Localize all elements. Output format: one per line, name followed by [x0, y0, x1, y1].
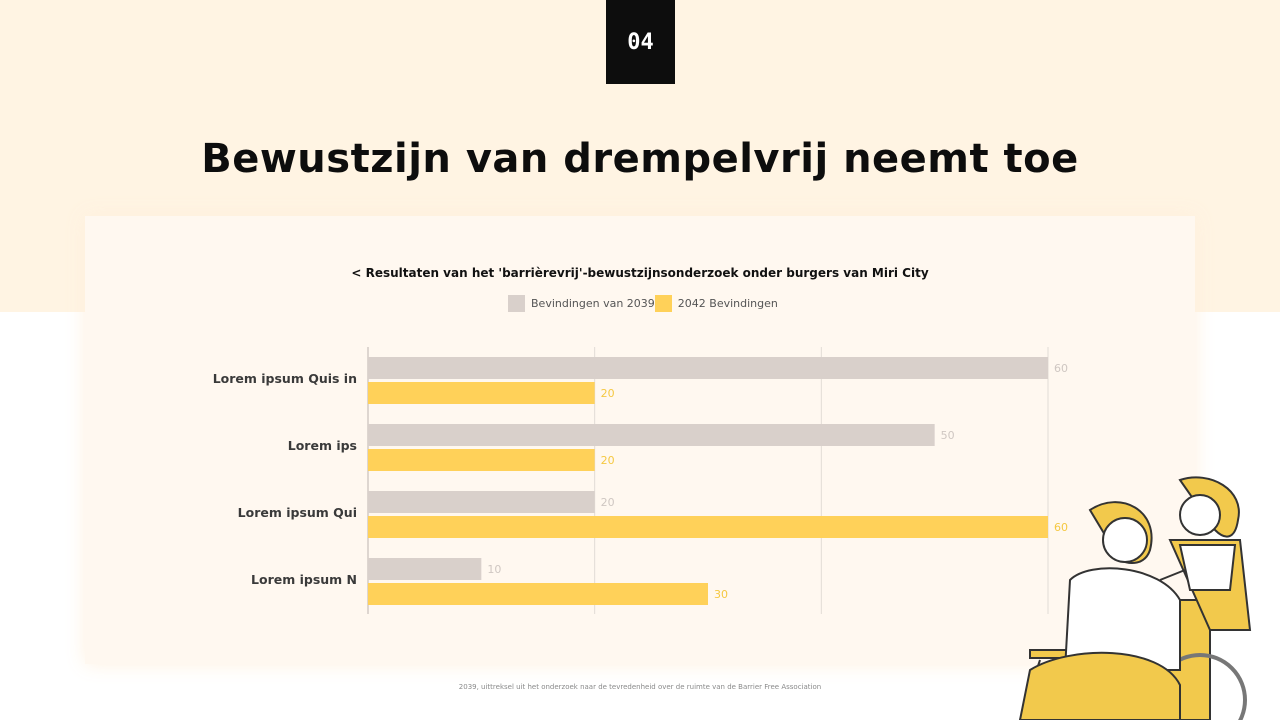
data-label: 10 — [487, 563, 501, 576]
category-label: Lorem ipsum Quis in — [213, 371, 357, 386]
data-label: 50 — [941, 429, 955, 442]
data-label: 60 — [1054, 362, 1068, 375]
data-label: 20 — [601, 496, 615, 509]
slide-title: Bewustzijn van drempelvrij neemt toe — [201, 136, 1079, 182]
data-label: 20 — [601, 387, 615, 400]
legend-label-2039: Bevindingen van 2039 — [531, 296, 655, 310]
bar — [368, 424, 935, 446]
bar — [368, 449, 595, 471]
bar — [368, 558, 482, 580]
category-label: Lorem ipsum Qui — [238, 505, 357, 520]
data-label: 30 — [714, 588, 728, 601]
chart-title: < Resultaten van het 'barrièrevrij'-bewu… — [351, 266, 929, 280]
page-number: 04 — [627, 29, 654, 55]
caregiver-wheelchair-illustration — [1018, 476, 1252, 720]
chart-legend: Bevindingen van 2039 2042 Bevindingen — [508, 294, 778, 312]
data-label: 60 — [1054, 521, 1068, 534]
legend-item-2042: 2042 Bevindingen — [654, 294, 778, 312]
category-label: Lorem ipsum N — [251, 572, 357, 587]
legend-swatch-2039 — [508, 294, 525, 312]
legend-item-2039: Bevindingen van 2039 — [508, 294, 655, 312]
legend-swatch-2042 — [654, 294, 672, 312]
bar — [368, 583, 708, 605]
footnote: 2039, uittreksel uit het onderzoek naar … — [458, 683, 822, 691]
bar — [368, 382, 595, 404]
category-label: Lorem ips — [288, 438, 357, 453]
bar — [368, 516, 1048, 538]
bar — [368, 491, 595, 513]
page-number-badge: 04 — [606, 0, 675, 84]
legend-label-2042: 2042 Bevindingen — [677, 296, 778, 310]
data-label: 20 — [601, 454, 615, 467]
bar — [368, 357, 1048, 379]
